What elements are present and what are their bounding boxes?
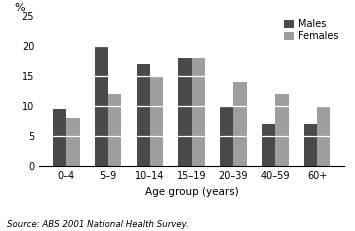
Bar: [262, 124, 275, 166]
Bar: [220, 106, 234, 166]
Bar: [150, 76, 163, 166]
Bar: [275, 94, 289, 166]
Bar: [317, 106, 331, 166]
Bar: [137, 64, 150, 166]
Bar: [95, 46, 108, 166]
Bar: [304, 124, 317, 166]
Bar: [178, 58, 192, 166]
Text: %: %: [15, 3, 25, 13]
Bar: [234, 82, 247, 166]
X-axis label: Age group (years): Age group (years): [145, 187, 239, 197]
Bar: [53, 109, 66, 166]
Legend: Males, Females: Males, Females: [283, 18, 339, 43]
Bar: [66, 118, 80, 166]
Bar: [108, 94, 121, 166]
Text: Source: ABS 2001 National Health Survey.: Source: ABS 2001 National Health Survey.: [7, 220, 189, 229]
Bar: [192, 58, 205, 166]
